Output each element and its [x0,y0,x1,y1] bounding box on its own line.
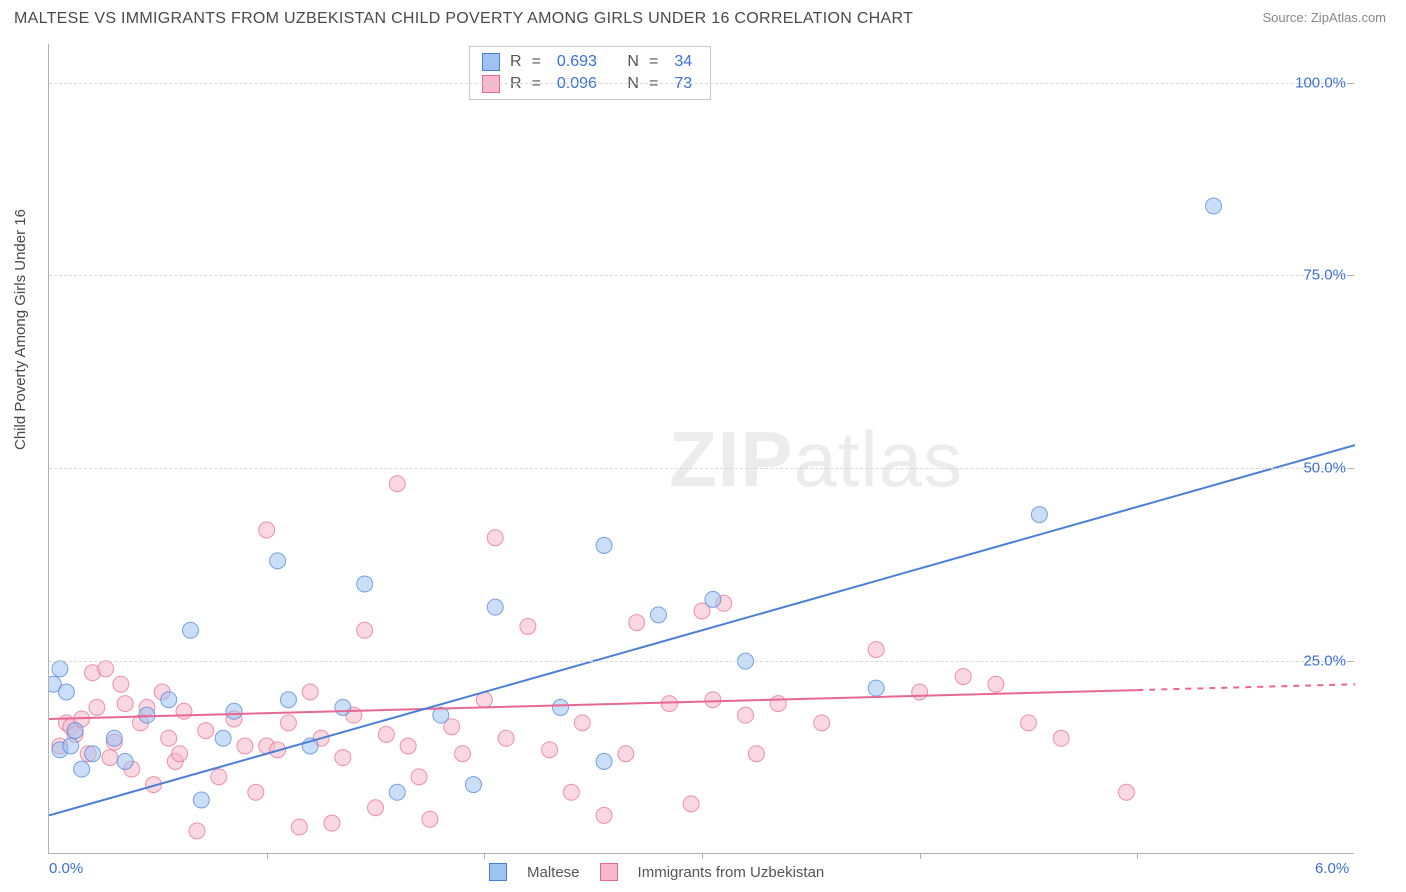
swatch-maltese [482,53,500,71]
stats-row-maltese: R = 0.693 N = 34 [482,51,698,73]
x-tick-label: 6.0% [1315,860,1349,877]
legend-swatch-maltese [489,863,507,881]
label-n: N [627,75,639,93]
chart-plot-area: ZIPatlas R = 0.693 N = 34 R = 0.096 N = … [48,44,1354,854]
bottom-legend: Maltese Immigrants from Uzbekistan [489,863,824,881]
label-n: N [627,53,639,71]
label-r: R [510,75,522,93]
y-tick-label: 25.0% [1303,653,1346,670]
stats-row-uzbekistan: R = 0.096 N = 73 [482,73,698,95]
chart-title: MALTESE VS IMMIGRANTS FROM UZBEKISTAN CH… [14,10,913,28]
y-tick-label: 100.0% [1295,74,1346,91]
correlation-stats-box: R = 0.693 N = 34 R = 0.096 N = 73 [469,46,711,100]
watermark: ZIPatlas [669,414,963,505]
label-eq: = [649,75,658,93]
maltese-r-value: 0.693 [557,53,597,71]
legend-swatch-uzbekistan [600,863,618,881]
uzbek-r-value: 0.096 [557,75,597,93]
swatch-uzbekistan [482,75,500,93]
source-attribution: Source: ZipAtlas.com [1262,10,1386,25]
y-tick-label: 50.0% [1303,460,1346,477]
label-eq: = [649,53,658,71]
label-eq: = [532,53,541,71]
label-r: R [510,53,522,71]
y-tick-label: 75.0% [1303,267,1346,284]
maltese-n-value: 34 [674,53,692,71]
legend-label-uzbekistan: Immigrants from Uzbekistan [638,864,825,881]
legend-label-maltese: Maltese [527,864,580,881]
uzbek-n-value: 73 [674,75,692,93]
label-eq: = [532,75,541,93]
y-axis-label: Child Poverty Among Girls Under 16 [12,209,29,450]
x-tick-label: 0.0% [49,860,83,877]
